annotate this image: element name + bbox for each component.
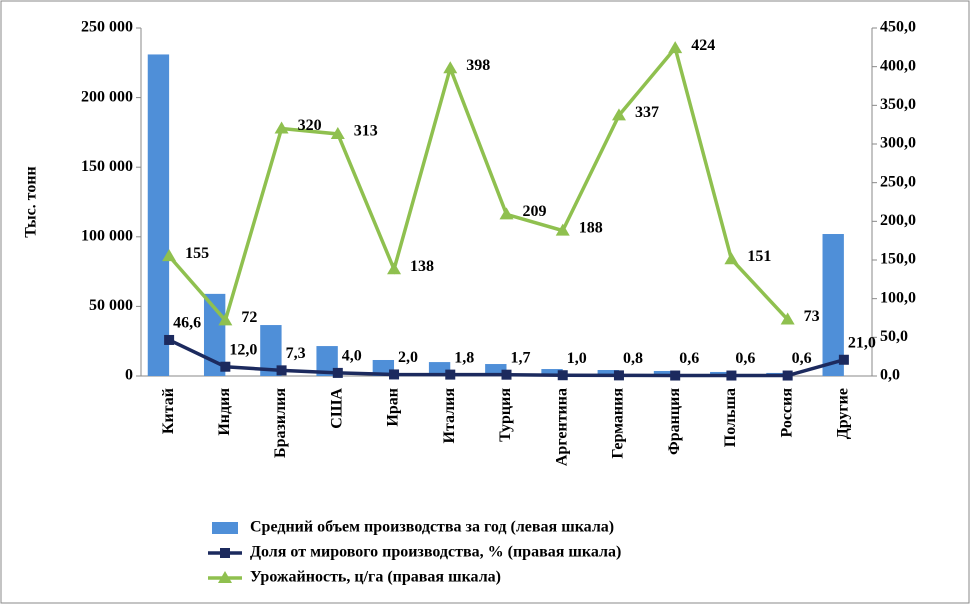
y2-tick-label: 350,0 — [880, 96, 916, 113]
y-axis-label: Тыс. тонн — [23, 166, 40, 238]
data-label: 72 — [241, 309, 257, 326]
x-tick-label: Аргентина — [553, 388, 570, 466]
marker — [555, 223, 570, 236]
bar — [597, 370, 619, 376]
data-label: 0,6 — [792, 350, 812, 367]
bar — [653, 370, 676, 376]
x-tick-label: Иран — [385, 388, 402, 427]
x-tick-label: Турция — [497, 388, 514, 442]
marker — [499, 207, 514, 220]
marker — [330, 126, 345, 139]
marker — [668, 41, 683, 54]
bar — [822, 234, 844, 376]
marker — [611, 108, 626, 121]
y2-tick-label: 150,0 — [880, 251, 916, 268]
x-tick-label: США — [328, 388, 345, 429]
y2-tick-label: 50,0 — [880, 328, 908, 345]
marker — [387, 262, 402, 275]
marker — [389, 369, 400, 380]
data-label: 2,0 — [398, 349, 418, 366]
marker — [274, 121, 289, 134]
marker — [838, 354, 849, 365]
data-label: 188 — [579, 219, 603, 236]
data-label: 320 — [298, 117, 322, 134]
marker — [162, 249, 177, 262]
marker — [726, 370, 737, 381]
data-label: 73 — [804, 308, 820, 325]
y-tick-label: 150 000 — [81, 158, 133, 175]
data-label: 151 — [747, 248, 771, 265]
data-label: 1,0 — [567, 350, 587, 367]
y2-tick-label: 200,0 — [880, 212, 916, 229]
data-label: 0,8 — [623, 350, 643, 367]
x-tick-label: Польша — [722, 388, 739, 447]
legend-marker — [220, 548, 230, 558]
data-label: 12,0 — [229, 341, 257, 358]
data-label: 7,3 — [286, 345, 306, 362]
marker — [443, 61, 458, 74]
bar — [541, 369, 563, 376]
marker — [276, 365, 287, 376]
bar — [147, 54, 170, 376]
marker — [724, 252, 739, 265]
y-tick-label: 100 000 — [81, 227, 133, 244]
y2-tick-label: 250,0 — [880, 173, 916, 190]
marker — [670, 370, 681, 381]
marker — [501, 369, 512, 380]
bar — [372, 359, 395, 376]
data-label: 0,6 — [735, 350, 755, 367]
bar — [316, 346, 338, 376]
bar — [428, 362, 451, 376]
bar — [485, 364, 507, 376]
marker — [220, 361, 231, 372]
data-label: 155 — [185, 245, 209, 262]
y2-tick-label: 450,0 — [880, 19, 916, 36]
y-tick-label: 250 000 — [81, 19, 133, 36]
y-tick-label: 0 — [125, 367, 133, 384]
x-tick-label: Индия — [216, 388, 233, 436]
data-label: 1,7 — [511, 349, 531, 366]
y2-tick-label: 300,0 — [880, 135, 916, 152]
bar — [260, 325, 282, 376]
x-tick-label: Россия — [778, 388, 795, 438]
legend-label: Урожайность, ц/га (правая шкала) — [250, 569, 501, 586]
data-label: 138 — [410, 258, 434, 275]
marker — [557, 370, 568, 381]
data-label: 46,6 — [173, 315, 201, 332]
y-tick-label: 200 000 — [81, 88, 133, 105]
data-label: 0,6 — [679, 350, 699, 367]
x-tick-label: Италия — [441, 388, 458, 444]
x-tick-label: Германия — [610, 388, 627, 459]
data-label: 337 — [635, 104, 659, 121]
marker — [445, 369, 456, 380]
marker — [613, 370, 624, 381]
x-tick-label: Другие — [835, 388, 852, 439]
data-label: 209 — [523, 203, 547, 220]
marker — [782, 370, 793, 381]
y2-tick-label: 0,0 — [880, 367, 900, 384]
data-label: 424 — [691, 37, 715, 54]
marker — [164, 334, 175, 345]
data-label: 398 — [466, 57, 490, 74]
legend-marker — [218, 571, 232, 583]
x-tick-label: Бразилия — [272, 388, 289, 458]
legend-label: Средний объем производства за год (левая… — [250, 519, 614, 536]
data-label: 4,0 — [342, 348, 362, 365]
x-tick-label: Франция — [666, 388, 683, 455]
data-label: 1,8 — [454, 349, 474, 366]
marker — [218, 313, 233, 326]
line — [167, 44, 789, 324]
y-tick-label: 50 000 — [89, 297, 133, 314]
marker — [332, 367, 343, 378]
y2-tick-label: 100,0 — [880, 289, 916, 306]
x-tick-label: Китай — [160, 388, 177, 434]
y2-tick-label: 400,0 — [880, 57, 916, 74]
marker — [780, 312, 795, 325]
legend-swatch — [212, 522, 238, 534]
data-label: 21,0 — [848, 334, 876, 351]
legend-label: Доля от мирового производства, % (правая… — [250, 544, 621, 561]
data-label: 313 — [354, 123, 378, 140]
